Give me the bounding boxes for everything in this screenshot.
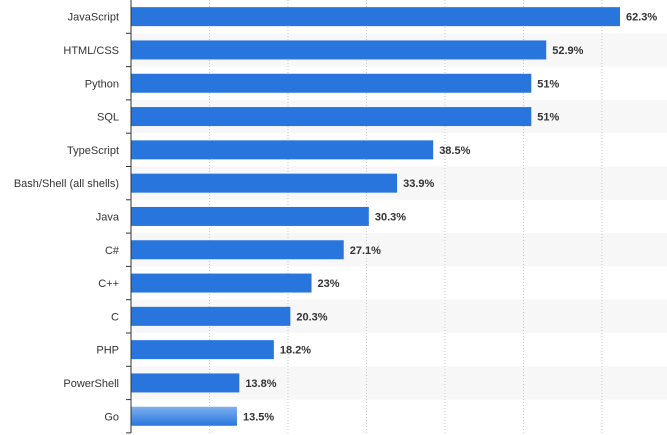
category-label: PHP [96, 345, 119, 357]
data-label: 27.1% [350, 245, 381, 257]
data-label: 62.3% [626, 12, 657, 24]
y-axis [126, 0, 132, 434]
bar[interactable] [131, 373, 240, 393]
data-label: 30.3% [375, 211, 406, 223]
value-labels: 62.3% 52.9% 51% 51% 38.5% 33.9% 30.3% 27.1% 23% 2… [243, 12, 657, 424]
bar[interactable] [131, 40, 547, 60]
bar[interactable] [131, 7, 620, 27]
data-label: 51% [537, 112, 559, 124]
data-label: 38.5% [439, 145, 470, 157]
bar[interactable] [131, 107, 532, 127]
category-label: C [111, 311, 119, 323]
bar[interactable] [131, 140, 434, 160]
category-label: TypeScript [67, 145, 119, 157]
bar[interactable] [131, 73, 532, 93]
category-label: Bash/Shell (all shells) [14, 178, 119, 190]
data-label: 51% [537, 78, 559, 90]
category-label: C# [105, 245, 120, 257]
bar[interactable] [131, 206, 369, 226]
category-labels: JavaScript HTML/CSS Python SQL TypeScript Bas… [14, 12, 120, 424]
data-label: 13.5% [243, 411, 274, 423]
category-label: JavaScript [68, 12, 119, 24]
category-label: Go [104, 411, 119, 423]
bar[interactable] [131, 240, 344, 260]
category-label: PowerShell [63, 378, 119, 390]
bar[interactable] [131, 273, 312, 293]
bars [131, 7, 620, 426]
category-label: SQL [97, 112, 119, 124]
data-label: 52.9% [552, 45, 583, 57]
data-label: 18.2% [280, 345, 311, 357]
data-label: 13.8% [245, 378, 276, 390]
data-label: 33.9% [403, 178, 434, 190]
category-label: HTML/CSS [63, 45, 119, 57]
bar[interactable] [131, 340, 274, 360]
category-label: C++ [98, 278, 119, 290]
category-label: Python [85, 78, 119, 90]
bar[interactable] [131, 173, 398, 193]
bar[interactable] [131, 306, 291, 326]
bar[interactable] [131, 406, 237, 426]
data-label: 20.3% [296, 311, 327, 323]
data-label: 23% [318, 278, 340, 290]
category-label: Java [96, 211, 120, 223]
